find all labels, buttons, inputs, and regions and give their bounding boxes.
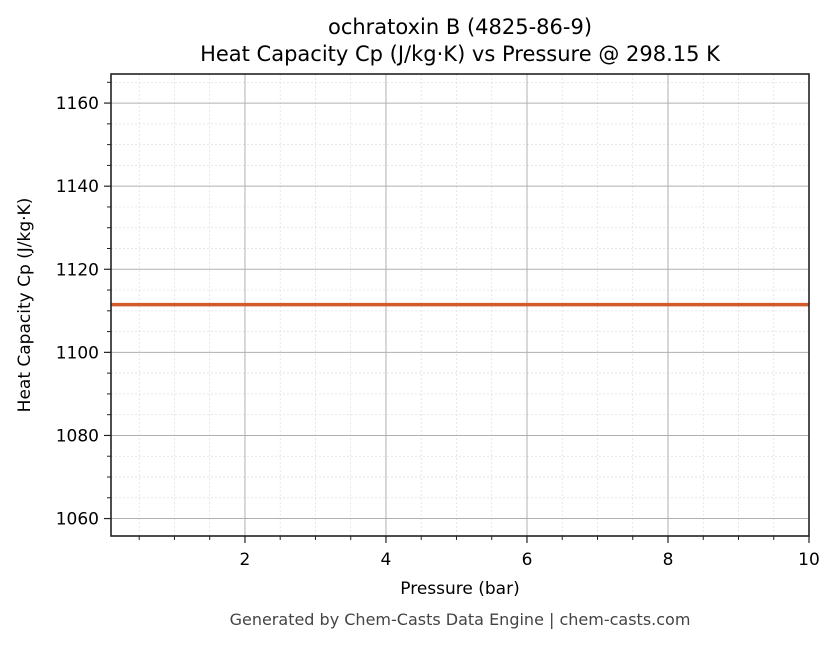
x-tick-label: 4 bbox=[381, 550, 392, 570]
y-tick-label: 1140 bbox=[56, 177, 99, 197]
x-tick-label: 8 bbox=[663, 550, 674, 570]
x-tick-label: 2 bbox=[240, 550, 251, 570]
footer-credit: Generated by Chem-Casts Data Engine | ch… bbox=[230, 610, 691, 629]
y-tick-label: 1120 bbox=[56, 260, 99, 280]
x-axis-ticks: 2 4 6 8 10 bbox=[138, 536, 820, 570]
y-tick-label: 1060 bbox=[56, 510, 99, 530]
x-tick-label: 6 bbox=[522, 550, 533, 570]
x-axis-label: Pressure (bar) bbox=[400, 579, 519, 599]
y-axis-ticks: 1060 1080 1100 1120 1140 1160 bbox=[56, 81, 111, 530]
chart-title: ochratoxin B (4825-86-9) bbox=[328, 15, 592, 39]
y-axis-label: Heat Capacity Cp (J/kg·K) bbox=[15, 198, 35, 413]
chart-subtitle: Heat Capacity Cp (J/kg·K) vs Pressure @ … bbox=[200, 42, 721, 66]
y-tick-label: 1080 bbox=[56, 426, 99, 446]
plot-frame bbox=[110, 73, 810, 537]
minor-grid bbox=[111, 74, 809, 536]
y-tick-label: 1100 bbox=[56, 343, 99, 363]
x-tick-label: 10 bbox=[798, 550, 820, 570]
y-tick-label: 1160 bbox=[56, 94, 99, 114]
